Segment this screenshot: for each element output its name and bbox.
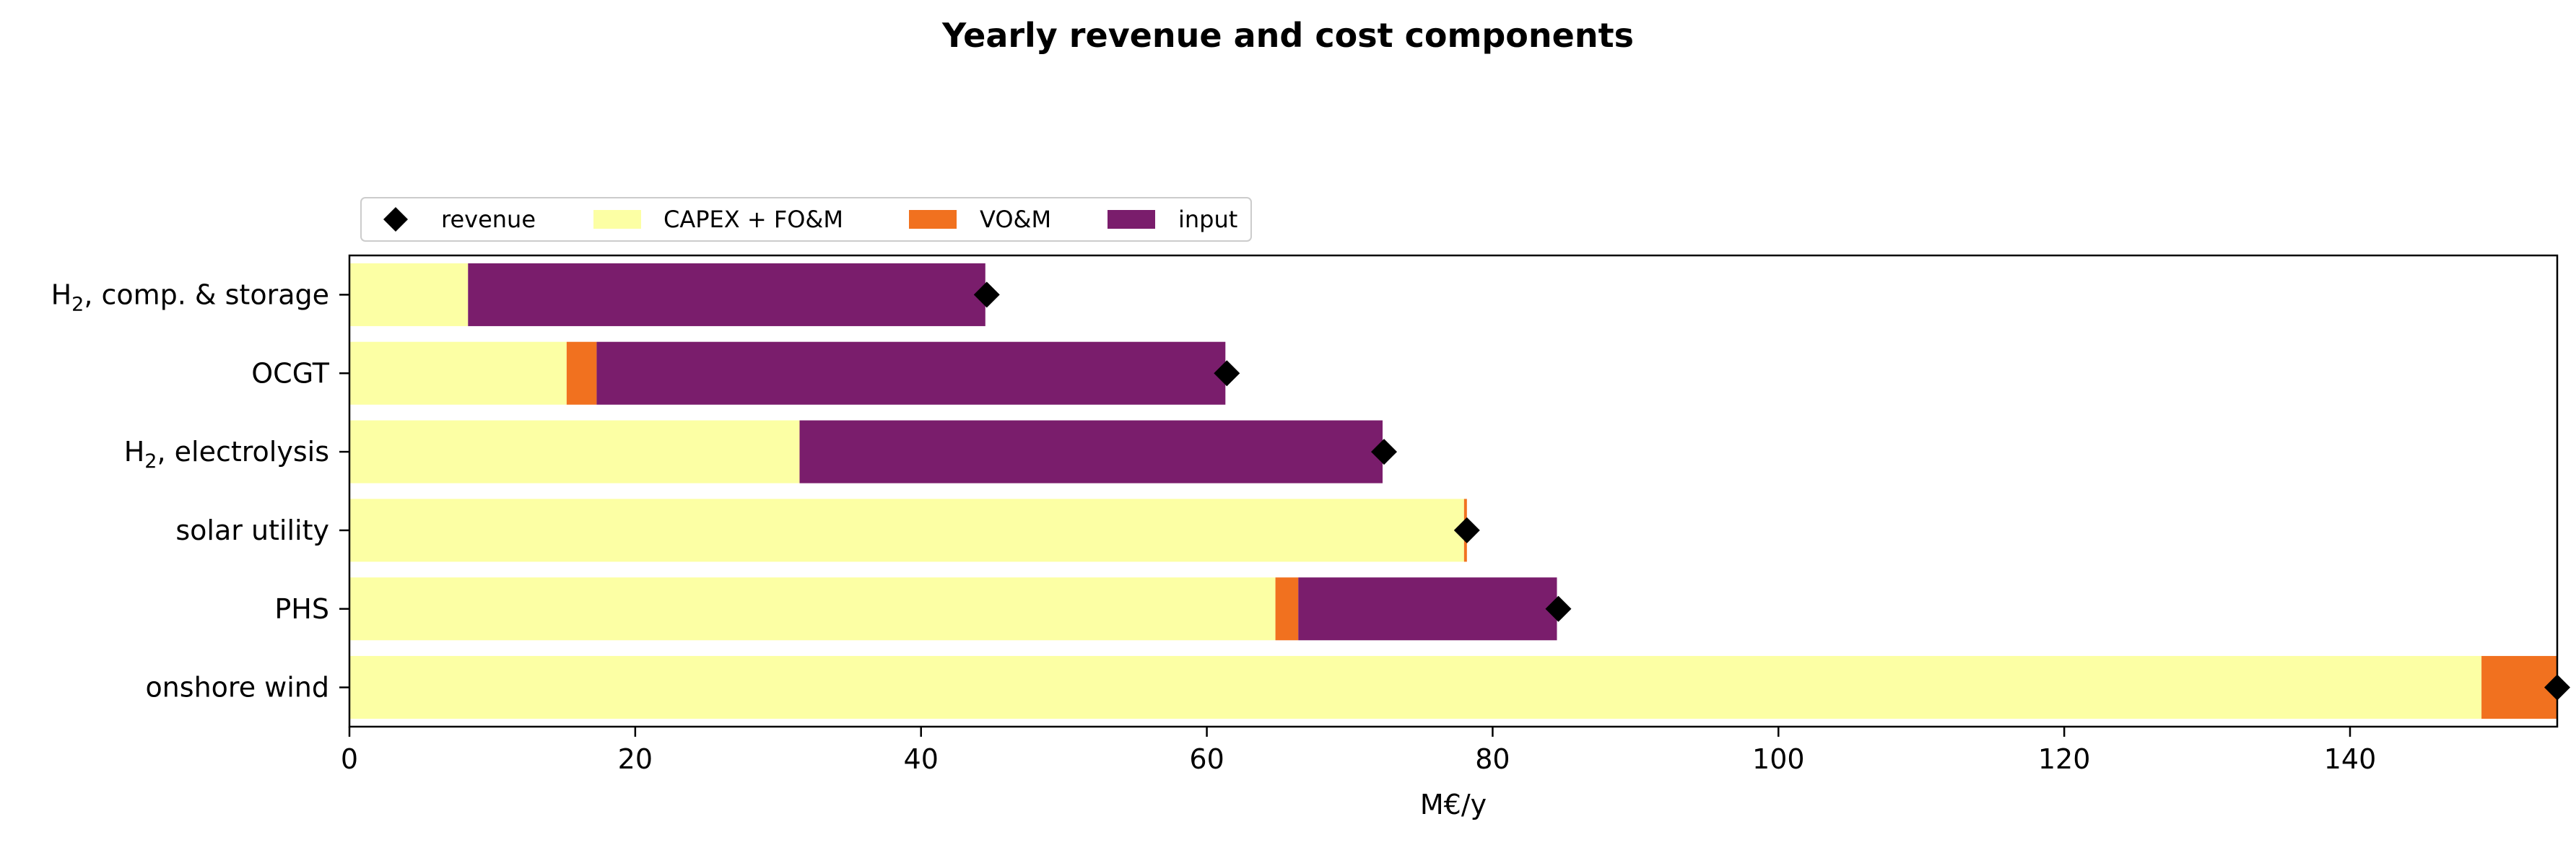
category-label-3: solar utility — [175, 515, 329, 546]
revenue-marker-3 — [1453, 517, 1480, 543]
revenue-marker-4 — [1545, 595, 1572, 622]
x-tick-label-120: 120 — [2038, 743, 2091, 775]
legend-label-2: VO&M — [980, 206, 1051, 233]
bar-segment-vo-m-1 — [566, 341, 597, 405]
bar-segment-capex-fo-m-3 — [349, 499, 1464, 562]
revenue-markers-layer — [973, 281, 2570, 701]
legend: revenue CAPEX + FO&M VO&M input — [360, 197, 1252, 242]
bar-segment-capex-fo-m-5 — [349, 656, 2482, 719]
bar-segment-capex-fo-m-4 — [349, 577, 1276, 641]
revenue-marker-2 — [1371, 439, 1398, 465]
legend-label-1: CAPEX + FO&M — [663, 206, 843, 233]
legend-label-3: input — [1178, 206, 1237, 233]
x-axis: 0 20 40 60 80 100 120 140 — [341, 727, 2376, 775]
bar-segment-input-2 — [799, 420, 1383, 483]
y-axis: H2, comp. & storage OCGT H2, electrolysis s… — [51, 279, 349, 704]
legend-label-0: revenue — [441, 206, 536, 233]
x-tick-label-20: 20 — [618, 743, 653, 775]
plot-frame — [348, 254, 2559, 728]
legend-swatch-2 — [909, 210, 957, 229]
x-tick-label-60: 60 — [1189, 743, 1224, 775]
bar-segment-input-0 — [468, 263, 985, 326]
category-label-5: onshore wind — [145, 672, 329, 704]
x-tick-label-0: 0 — [341, 743, 358, 775]
category-label-1: OCGT — [251, 357, 330, 389]
bar-segment-vo-m-4 — [1275, 577, 1299, 641]
legend-revenue-marker — [383, 207, 408, 232]
category-label-2: H2, electrolysis — [124, 436, 329, 473]
legend-swatch-1 — [593, 210, 641, 229]
x-tick-label-40: 40 — [904, 743, 939, 775]
x-tick-label-100: 100 — [1752, 743, 1805, 775]
legend-swatch-3 — [1108, 210, 1155, 229]
revenue-marker-0 — [973, 281, 1000, 308]
x-axis-label: M€/y — [1420, 789, 1487, 820]
chart-title: Yearly revenue and cost components — [941, 16, 1634, 55]
revenue-marker-1 — [1214, 360, 1240, 387]
bar-segment-capex-fo-m-1 — [349, 341, 567, 405]
bar-segment-capex-fo-m-2 — [349, 420, 800, 483]
category-label-4: PHS — [274, 593, 329, 625]
legend-frame — [360, 197, 1252, 242]
bar-segment-input-4 — [1298, 577, 1557, 641]
bars-layer — [349, 263, 2557, 719]
category-label-0: H2, comp. & storage — [51, 279, 329, 315]
x-tick-label-80: 80 — [1475, 743, 1510, 775]
x-tick-label-140: 140 — [2324, 743, 2377, 775]
bar-segment-input-1 — [596, 341, 1226, 405]
bar-segment-capex-fo-m-0 — [349, 263, 469, 326]
